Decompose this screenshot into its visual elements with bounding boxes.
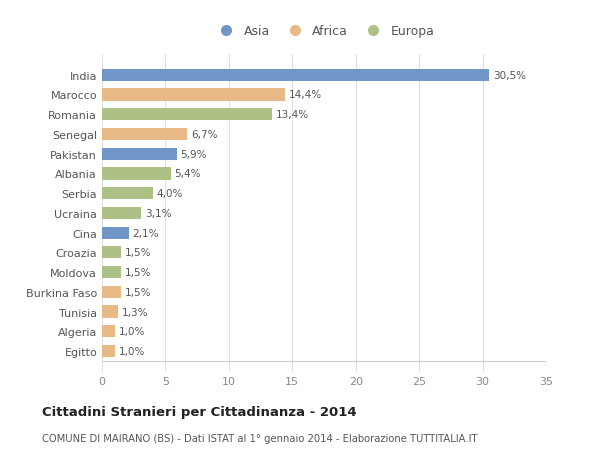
Bar	[102, 188, 153, 200]
Bar	[102, 227, 128, 239]
Bar	[102, 306, 118, 318]
Bar	[102, 168, 170, 180]
Bar	[102, 266, 121, 279]
Text: 3,1%: 3,1%	[145, 208, 172, 218]
Text: 4,0%: 4,0%	[157, 189, 183, 199]
Text: 14,4%: 14,4%	[289, 90, 322, 100]
Text: 1,5%: 1,5%	[125, 248, 151, 258]
Text: 30,5%: 30,5%	[493, 71, 526, 81]
Bar	[102, 345, 115, 358]
Text: 6,7%: 6,7%	[191, 130, 217, 140]
Bar	[102, 129, 187, 141]
Legend: Asia, Africa, Europa: Asia, Africa, Europa	[209, 20, 439, 43]
Text: 1,0%: 1,0%	[118, 327, 145, 336]
Bar	[102, 207, 142, 219]
Bar	[102, 325, 115, 338]
Bar	[102, 109, 272, 121]
Text: 2,1%: 2,1%	[133, 228, 159, 238]
Text: 1,5%: 1,5%	[125, 287, 151, 297]
Bar	[102, 69, 489, 82]
Bar	[102, 148, 177, 161]
Text: Cittadini Stranieri per Cittadinanza - 2014: Cittadini Stranieri per Cittadinanza - 2…	[42, 405, 356, 419]
Text: 5,4%: 5,4%	[175, 169, 201, 179]
Bar	[102, 286, 121, 298]
Bar	[102, 89, 284, 101]
Text: COMUNE DI MAIRANO (BS) - Dati ISTAT al 1° gennaio 2014 - Elaborazione TUTTITALIA: COMUNE DI MAIRANO (BS) - Dati ISTAT al 1…	[42, 433, 478, 442]
Text: 1,5%: 1,5%	[125, 268, 151, 278]
Text: 1,0%: 1,0%	[118, 346, 145, 356]
Text: 13,4%: 13,4%	[276, 110, 309, 120]
Text: 5,9%: 5,9%	[181, 149, 207, 159]
Text: 1,3%: 1,3%	[122, 307, 149, 317]
Bar	[102, 247, 121, 259]
